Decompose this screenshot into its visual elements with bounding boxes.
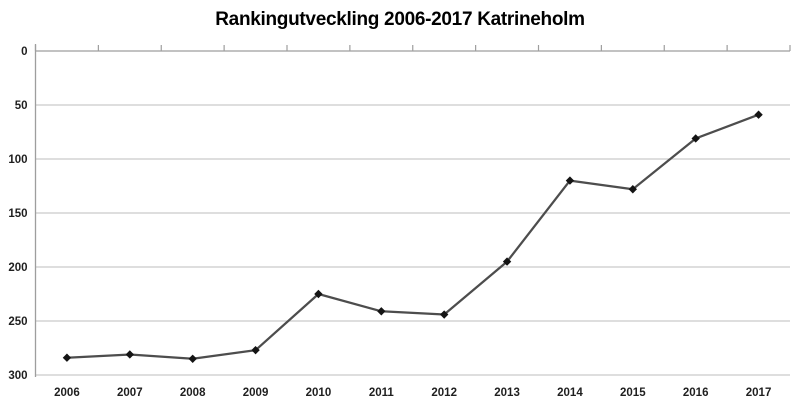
data-point-marker [565,176,575,185]
y-axis-label: 100 [8,154,27,166]
x-axis-label: 2011 [369,387,395,399]
data-point-marker [251,345,260,355]
x-axis-label: 2012 [431,387,457,399]
y-axis-label: 200 [8,262,27,274]
y-axis-label: 50 [15,100,28,112]
data-point-marker [439,310,449,319]
data-point-marker [188,354,197,363]
x-axis-label: 2017 [746,387,772,399]
x-axis-label: 2009 [243,387,269,399]
chart-title: Rankingutveckling 2006-2017 Katrineholm [215,9,585,30]
x-axis-label: 2016 [683,387,709,399]
data-point-marker [314,289,323,299]
x-axis-label: 2008 [180,387,206,399]
y-axis-label: 150 [8,208,27,220]
y-axis-label: 0 [21,46,27,58]
y-axis-label: 250 [8,316,27,328]
x-axis-label: 2010 [306,387,332,399]
data-point-marker [62,353,72,362]
x-axis-label: 2007 [117,387,143,399]
y-axis-label: 300 [8,370,27,382]
x-axis-label: 2014 [557,387,583,399]
data-point-marker [754,110,763,119]
data-point-marker [628,185,638,194]
x-axis-label: 2013 [494,387,520,399]
x-axis-label: 2006 [54,387,80,399]
x-axis-label: 2015 [620,387,646,399]
data-point-marker [502,257,512,266]
data-point-marker [691,134,700,143]
data-point-marker [125,350,135,359]
data-point-marker [377,307,386,316]
series-line [65,113,760,360]
